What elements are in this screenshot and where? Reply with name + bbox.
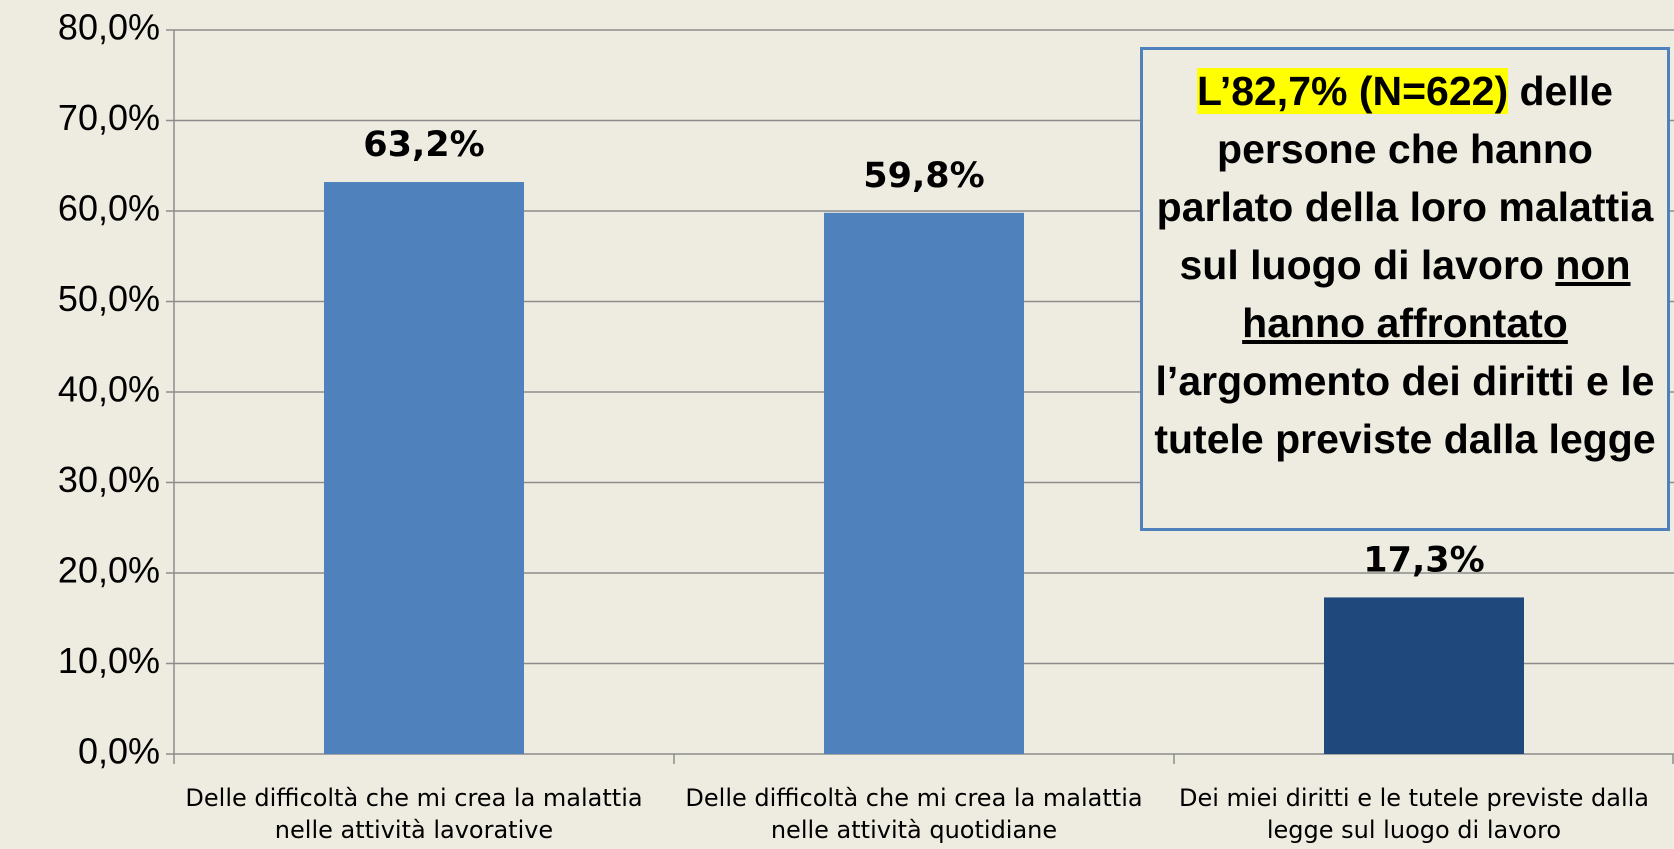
value-label: 59,8%: [863, 156, 984, 196]
y-tick-label: 40,0%: [58, 369, 160, 410]
x-tick-label: Dei miei diritti e le tutele previste da…: [1178, 784, 1650, 844]
value-label: 63,2%: [363, 125, 484, 165]
annotation-text: delle persone che hanno parlato della lo…: [1156, 68, 1654, 288]
bar: [1324, 597, 1524, 754]
y-tick-label: 10,0%: [58, 640, 160, 681]
bar: [324, 182, 524, 755]
annotation-highlight: L’82,7% (N=622): [1197, 68, 1509, 114]
y-tick-label: 70,0%: [58, 97, 160, 138]
annotation-underline: non hanno affrontato: [1242, 242, 1631, 346]
annotation-text: l’argomento dei diritti e le tutele prev…: [1154, 358, 1656, 462]
y-tick-label: 20,0%: [58, 550, 160, 591]
x-tick-label: Delle difficoltà che mi crea la malattia…: [185, 784, 643, 844]
y-tick-label: 30,0%: [58, 459, 160, 500]
y-tick-label: 0,0%: [78, 731, 160, 772]
bar: [824, 212, 1024, 754]
y-tick-label: 50,0%: [58, 278, 160, 319]
annotation-box: L’82,7% (N=622) delle persone che hanno …: [1140, 47, 1670, 531]
x-tick-label: Delle difficoltà che mi crea la malattia…: [685, 784, 1143, 844]
y-tick-label: 60,0%: [58, 188, 160, 229]
y-tick-label: 80,0%: [58, 7, 160, 48]
value-label: 17,3%: [1363, 540, 1484, 580]
